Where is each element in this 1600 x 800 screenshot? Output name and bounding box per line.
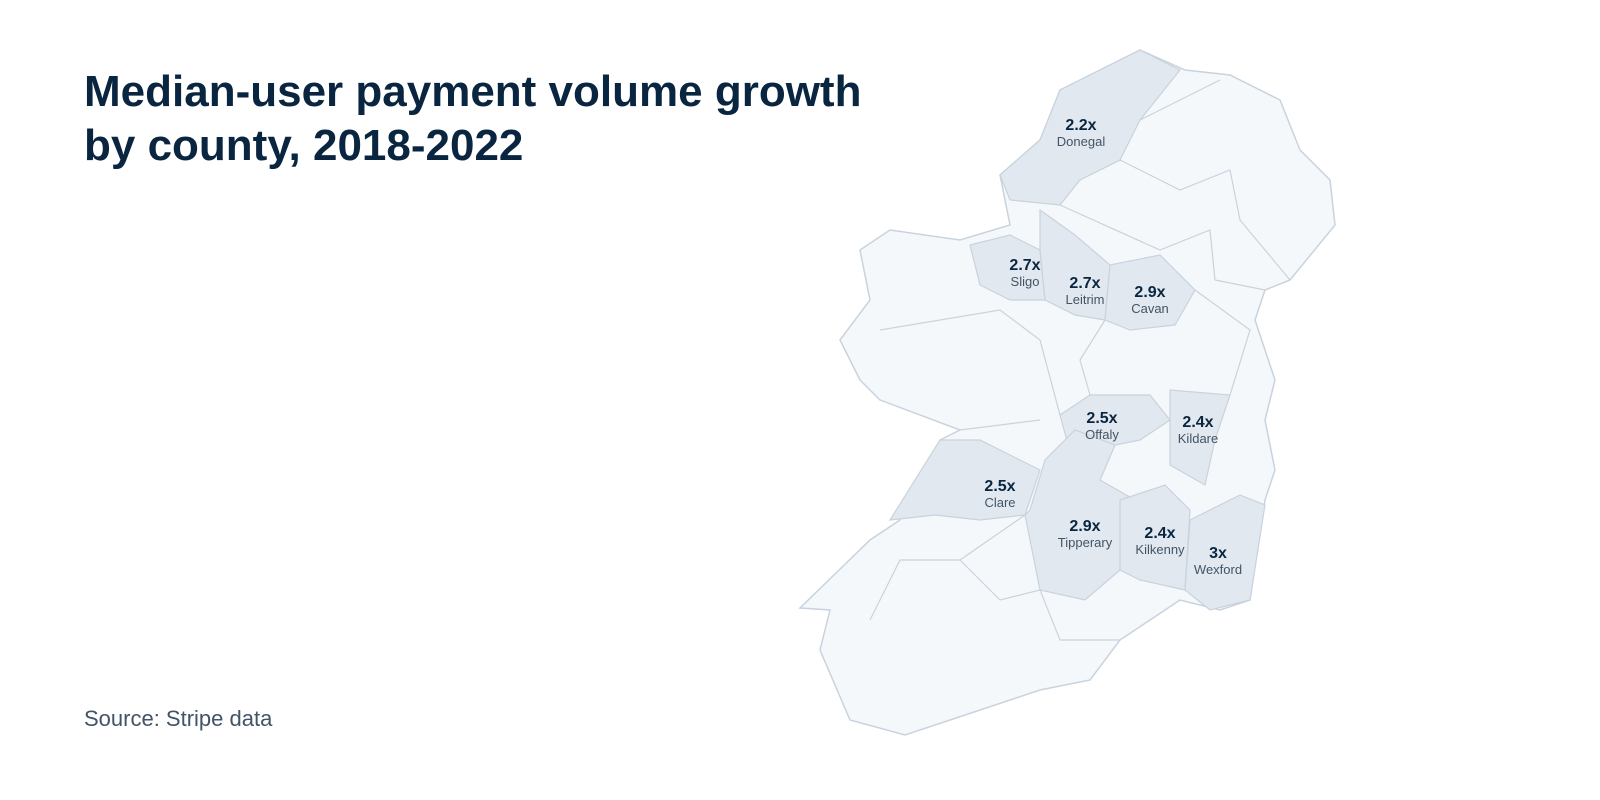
value-label: 2.4x	[1182, 414, 1213, 431]
county-name: Tipperary	[1058, 535, 1113, 550]
county	[1184, 494, 1266, 611]
county-name: Cavan	[1131, 301, 1169, 316]
county-name: Offaly	[1085, 427, 1119, 442]
county-name: Kildare	[1178, 431, 1218, 446]
value-label: 2.7x	[1069, 275, 1100, 292]
title-line: by county, 2018-2022	[84, 121, 523, 170]
title-line: Median-user payment volume growth	[84, 67, 861, 116]
source: Source: Stripe data	[84, 706, 273, 731]
county	[1039, 208, 1111, 321]
title: Median-user payment volume growth by coun…	[84, 67, 861, 170]
county-borders	[869, 79, 1291, 641]
value-label: 2.2x	[1065, 117, 1096, 134]
value-label: 2.9x	[1134, 284, 1165, 301]
value-label: 2.7x	[1009, 257, 1040, 274]
county-name: Leitrim	[1065, 292, 1104, 307]
county-name: Donegal	[1057, 134, 1106, 149]
county-name: Kilkenny	[1135, 542, 1185, 557]
value-label: 2.9x	[1069, 518, 1100, 535]
value-label: 2.4x	[1144, 525, 1175, 542]
value-label: 2.5x	[1086, 410, 1117, 427]
value-label: 3x	[1209, 545, 1227, 562]
county-name: Clare	[984, 495, 1015, 510]
value-label: 2.5x	[984, 478, 1015, 495]
county	[888, 439, 1041, 521]
county-name: Wexford	[1194, 562, 1242, 577]
county-name: Sligo	[1011, 274, 1040, 289]
